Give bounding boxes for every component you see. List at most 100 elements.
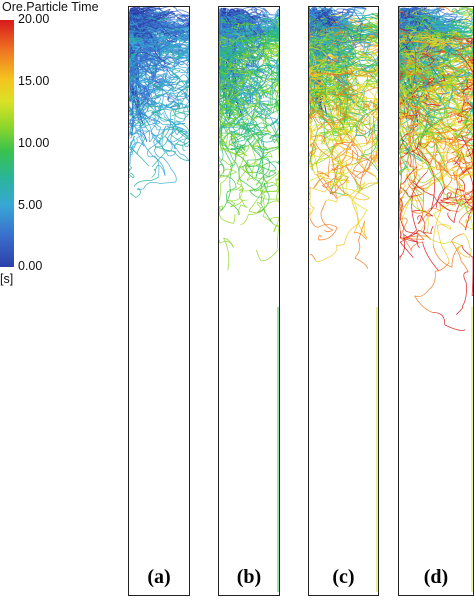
- trajectory-line: [252, 84, 263, 91]
- trajectory-line: [271, 156, 273, 158]
- trajectory-line: [143, 181, 161, 190]
- trajectory-line: [236, 9, 245, 15]
- trajectory-line: [159, 181, 176, 184]
- trajectory-line: [170, 128, 175, 145]
- trajectory-line: [158, 23, 165, 27]
- trajectory-line: [230, 29, 237, 34]
- trajectory-line: [129, 93, 131, 102]
- trajectory-line: [188, 28, 189, 31]
- trajectory-line: [375, 111, 378, 116]
- trajectory-line: [147, 140, 161, 151]
- trajectory-line: [188, 58, 189, 63]
- trajectory-line: [260, 165, 265, 175]
- trajectory-line: [254, 132, 270, 144]
- trajectory-line: [188, 72, 189, 77]
- trajectory-line: [245, 122, 261, 132]
- trajectory-line: [219, 43, 227, 47]
- trajectory-line: [153, 108, 166, 114]
- trajectory-line: [135, 59, 140, 82]
- trajectory-line: [226, 190, 229, 202]
- trajectory-line: [129, 144, 134, 165]
- trajectory-line: [261, 90, 276, 100]
- trajectory-line: [174, 143, 184, 147]
- trajectory-line: [129, 58, 132, 65]
- trajectory-line: [146, 75, 164, 81]
- trajectory-line: [140, 72, 149, 80]
- trajectory-line: [129, 169, 131, 178]
- trajectory-line: [267, 102, 273, 112]
- trajectory-line: [224, 77, 232, 83]
- trajectory-line: [239, 144, 246, 151]
- trajectory-line: [219, 102, 233, 137]
- trajectory-line: [158, 107, 162, 116]
- trajectory-line: [140, 87, 148, 92]
- trajectory-line: [220, 112, 236, 120]
- trajectory-line: [272, 120, 279, 138]
- trajectory-line: [188, 28, 189, 31]
- trajectory-line: [233, 70, 237, 74]
- trajectory-line: [144, 13, 161, 18]
- trajectory-line: [272, 83, 279, 95]
- trajectory-line: [148, 109, 162, 122]
- trajectory-line: [231, 140, 239, 150]
- trajectory-line: [171, 111, 189, 117]
- trajectory-line: [255, 166, 262, 179]
- trajectory-line: [176, 127, 188, 134]
- trajectory-line: [242, 78, 252, 84]
- trajectory-line: [181, 133, 189, 137]
- trajectory-line: [261, 140, 265, 158]
- trajectory-line: [270, 121, 277, 126]
- trajectory-line: [265, 32, 279, 37]
- trajectory-line: [247, 49, 259, 52]
- trajectory-line: [137, 85, 149, 90]
- trajectory-line: [263, 8, 268, 14]
- trajectory-line: [219, 8, 222, 15]
- trajectory-line: [129, 55, 135, 68]
- trajectory-line: [278, 160, 279, 164]
- trajectory-line: [266, 172, 279, 183]
- trajectory-line: [160, 17, 169, 20]
- trajectory-line: [248, 14, 257, 21]
- trajectory-line: [137, 187, 144, 190]
- trajectory-line: [219, 117, 236, 126]
- trajectory-line: [163, 24, 171, 28]
- trajectory-line: [262, 28, 272, 36]
- trajectory-line: [140, 9, 157, 19]
- trajectory-line: [263, 7, 271, 15]
- trajectory-line: [278, 21, 279, 28]
- trajectory-line: [230, 130, 233, 139]
- trajectory-line: [228, 77, 241, 84]
- trajectory-line: [172, 108, 185, 120]
- trajectory-line: [239, 21, 245, 26]
- trajectory-line: [254, 147, 265, 158]
- legend-tick-0: 0.00: [18, 259, 43, 273]
- trajectory-line: [241, 85, 256, 92]
- trajectory-line: [129, 33, 134, 37]
- trajectory-line: [178, 19, 184, 24]
- trajectory-line: [160, 9, 173, 14]
- trajectory-line: [251, 98, 258, 108]
- trajectory-line: [248, 121, 257, 129]
- trajectory-line: [262, 145, 279, 150]
- trajectory-line: [172, 68, 181, 72]
- trajectory-line: [178, 86, 183, 89]
- trajectory-line: [250, 106, 258, 120]
- legend-units: [s]: [0, 272, 14, 286]
- trajectory-line: [160, 8, 171, 15]
- trajectory-line: [228, 139, 231, 145]
- trajectory-line: [170, 23, 186, 26]
- trajectory-line: [166, 99, 182, 106]
- trajectory-line: [252, 110, 264, 122]
- trajectory-line: [244, 145, 250, 151]
- trajectory-line: [148, 130, 151, 142]
- trajectory-line: [242, 18, 259, 24]
- trajectory-line: [133, 124, 145, 147]
- trajectory-line: [129, 172, 135, 179]
- trajectory-line: [129, 107, 133, 116]
- trajectory-line: [230, 202, 236, 208]
- trajectory-line: [354, 18, 372, 21]
- trajectory-line: [219, 32, 224, 37]
- trajectory-line: [219, 34, 221, 46]
- trajectory-line: [219, 128, 221, 133]
- trajectory-line: [225, 135, 229, 145]
